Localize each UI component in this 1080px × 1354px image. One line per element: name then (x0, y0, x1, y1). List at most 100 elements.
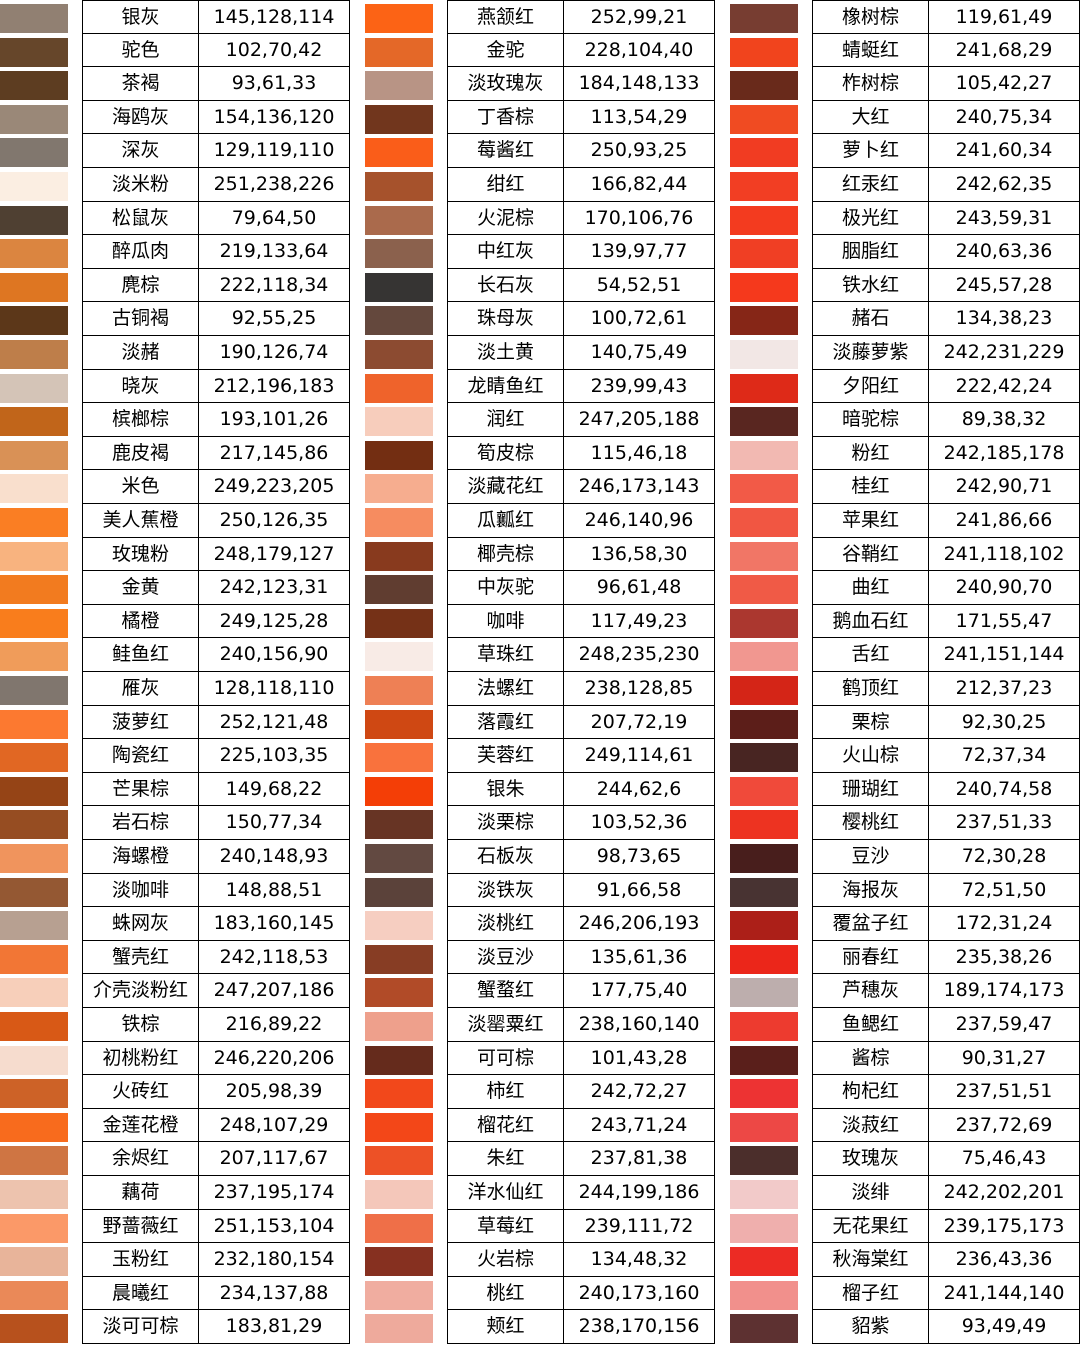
color-swatch (365, 776, 433, 806)
color-swatch (0, 1146, 68, 1176)
color-row: 鹅血石红 171,55,47 (730, 604, 1080, 639)
color-row: 菠萝红 252,121,48 (0, 705, 350, 740)
color-row: 莓酱红 250,93,25 (365, 134, 715, 168)
rgb-value: 246,173,143 (563, 470, 715, 504)
color-name: 红汞红 (812, 168, 928, 202)
color-swatch (365, 944, 433, 974)
color-swatch (365, 1180, 433, 1209)
color-name: 法螺红 (447, 672, 563, 706)
color-swatch (730, 1012, 798, 1041)
color-swatch (365, 1247, 433, 1277)
color-row: 谷鞘红 241,118,102 (730, 537, 1080, 572)
rgb-value: 207,117,67 (198, 1142, 350, 1176)
color-swatch (730, 205, 798, 235)
color-swatch (0, 4, 68, 33)
color-name: 蟹壳红 (82, 940, 198, 975)
rgb-value: 212,37,23 (928, 672, 1080, 706)
rgb-value: 246,206,193 (563, 907, 715, 941)
rgb-value: 217,145,86 (198, 436, 350, 471)
color-swatch (0, 272, 68, 302)
color-swatch (365, 340, 433, 369)
color-row: 长石灰 54,52,51 (365, 268, 715, 303)
color-swatch (730, 37, 798, 67)
color-swatch (0, 508, 68, 537)
rgb-value: 247,205,188 (563, 403, 715, 437)
rgb-value: 241,86,66 (928, 504, 1080, 538)
color-swatch (730, 944, 798, 974)
rgb-value: 219,133,64 (198, 235, 350, 269)
color-swatch (365, 810, 433, 840)
rgb-value: 235,38,26 (928, 940, 1080, 975)
color-row: 中灰驼 96,61,48 (365, 571, 715, 605)
rgb-value: 145,128,114 (198, 0, 350, 34)
color-swatch (0, 541, 68, 571)
color-swatch (0, 776, 68, 806)
color-swatch (730, 709, 798, 739)
color-row: 珠母灰 100,72,61 (365, 302, 715, 336)
color-row: 玫瑰灰 75,46,43 (730, 1142, 1080, 1176)
color-swatch (0, 608, 68, 638)
rgb-value: 243,59,31 (928, 201, 1080, 236)
color-row: 暗驼棕 89,38,32 (730, 403, 1080, 437)
color-name: 玉粉红 (82, 1243, 198, 1277)
color-swatch (730, 474, 798, 504)
color-row: 芒果棕 149,68,22 (0, 772, 350, 807)
color-swatch (730, 4, 798, 33)
rgb-value: 184,148,133 (563, 67, 715, 101)
color-swatch (365, 743, 433, 773)
color-row: 银灰 145,128,114 (0, 0, 350, 34)
rgb-value: 232,180,154 (198, 1243, 350, 1277)
color-name: 银灰 (82, 0, 198, 34)
rgb-value: 238,170,156 (563, 1310, 715, 1344)
color-row: 驼色 102,70,42 (0, 33, 350, 68)
color-name: 火砖红 (82, 1075, 198, 1109)
color-swatch (365, 1213, 433, 1243)
color-name: 金驼 (447, 33, 563, 68)
rgb-value: 225,103,35 (198, 739, 350, 773)
color-name: 蟹蝥红 (447, 974, 563, 1008)
color-name: 榴花红 (447, 1108, 563, 1143)
color-swatch (730, 1079, 798, 1109)
color-swatch (0, 1280, 68, 1310)
color-swatch (0, 474, 68, 504)
color-name: 淡藏花红 (447, 470, 563, 504)
color-row: 蟹壳红 242,118,53 (0, 940, 350, 975)
rgb-value: 237,59,47 (928, 1008, 1080, 1042)
color-name: 赭石 (812, 302, 928, 336)
rgb-value: 248,107,29 (198, 1108, 350, 1143)
color-row: 海螺橙 240,148,93 (0, 840, 350, 874)
color-swatch (0, 37, 68, 67)
color-name: 芒果棕 (82, 772, 198, 807)
color-swatch (365, 239, 433, 269)
color-name: 栗棕 (812, 705, 928, 740)
color-swatch (0, 1314, 68, 1344)
color-swatch (0, 743, 68, 773)
color-row: 介壳淡粉红 247,207,186 (0, 974, 350, 1008)
color-row: 柞树棕 105,42,27 (730, 67, 1080, 101)
color-name: 淡藤萝紫 (812, 336, 928, 370)
color-swatch (0, 440, 68, 470)
color-name: 淡赭 (82, 336, 198, 370)
color-row: 洋水仙红 244,199,186 (365, 1176, 715, 1210)
rgb-value: 75,46,43 (928, 1142, 1080, 1176)
color-swatch (0, 810, 68, 840)
rgb-value: 91,66,58 (563, 873, 715, 908)
rgb-value: 240,173,160 (563, 1276, 715, 1311)
color-swatch (730, 1280, 798, 1310)
color-name: 极光红 (812, 201, 928, 236)
rgb-value: 240,75,34 (928, 100, 1080, 135)
color-name: 淡土黄 (447, 336, 563, 370)
color-swatch (365, 676, 433, 705)
color-name: 中红灰 (447, 235, 563, 269)
color-row: 金黄 242,123,31 (0, 571, 350, 605)
rgb-value: 238,160,140 (563, 1008, 715, 1042)
rgb-value: 103,52,36 (563, 806, 715, 840)
color-name: 柿红 (447, 1075, 563, 1109)
rgb-value: 246,140,96 (563, 504, 715, 538)
rgb-value: 239,111,72 (563, 1209, 715, 1244)
rgb-value: 242,90,71 (928, 470, 1080, 504)
color-name: 榴子红 (812, 1276, 928, 1311)
rgb-value: 222,42,24 (928, 369, 1080, 404)
rgb-value: 128,118,110 (198, 672, 350, 706)
color-swatch (730, 1112, 798, 1142)
